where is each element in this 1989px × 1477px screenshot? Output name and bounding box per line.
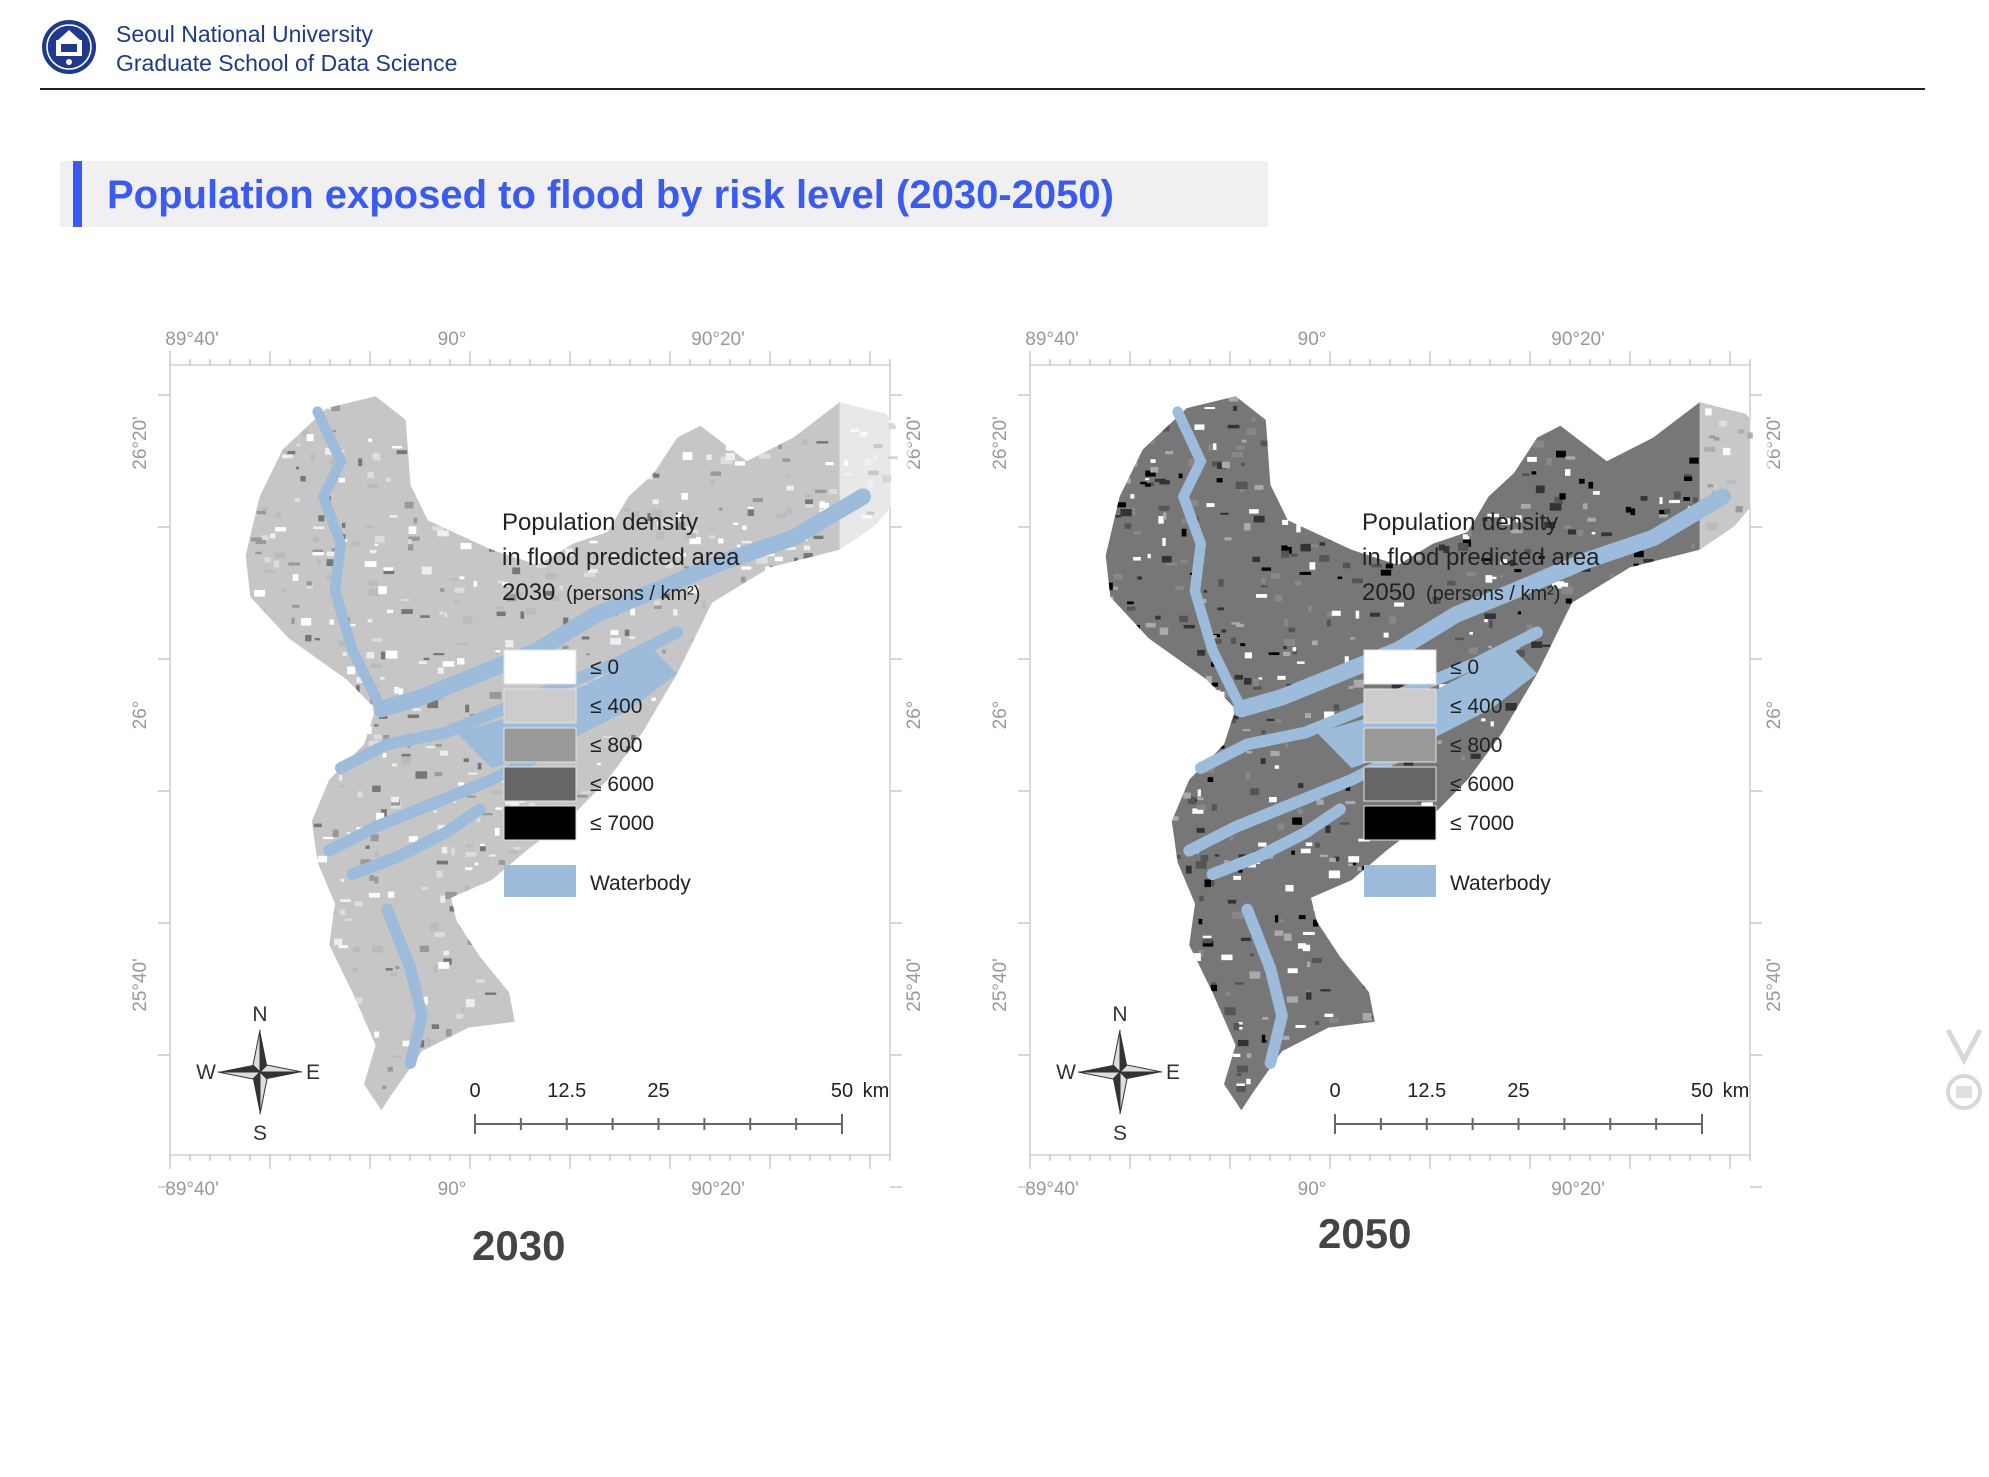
compass-w: W bbox=[196, 1061, 216, 1084]
map-panel-2030: 89°40' 89°40' 90° 90° 90°20' 90°20' 26°20' 26°2… bbox=[130, 315, 950, 1215]
bottom-tick-label: 90°20' bbox=[691, 1179, 745, 1200]
bottom-tick-label: 89°40' bbox=[1025, 1179, 1079, 1200]
scale-unit: km bbox=[863, 1080, 890, 1102]
university-logo-icon bbox=[42, 20, 96, 74]
header: Seoul National University Graduate Schoo… bbox=[40, 16, 1925, 90]
compass-e: E bbox=[1166, 1061, 1180, 1084]
legend-waterbody-label: Waterbody bbox=[590, 872, 691, 895]
legend-units: (persons / km²) bbox=[1426, 583, 1560, 605]
right-tick-label: 26°20' bbox=[904, 416, 925, 470]
top-tick-label: 90° bbox=[438, 329, 467, 350]
bottom-tick-label: 90°20' bbox=[1551, 1179, 1605, 1200]
left-tick-label: 25°40' bbox=[990, 958, 1011, 1012]
legend-class-label: ≤ 0 bbox=[590, 656, 619, 679]
institution-name: Seoul National University Graduate Schoo… bbox=[116, 20, 457, 78]
legend-title-line2: in flood predicted area bbox=[1362, 544, 1600, 571]
legend-year: 2030 bbox=[502, 579, 555, 606]
compass-n: N bbox=[252, 1003, 267, 1026]
header-divider bbox=[40, 88, 1925, 90]
legend-swatch bbox=[1363, 766, 1437, 802]
bottom-tick-label: 90° bbox=[438, 1179, 467, 1200]
legend-swatch bbox=[1363, 649, 1437, 685]
legend-swatch bbox=[503, 805, 577, 841]
scale-label: 50 bbox=[1691, 1080, 1713, 1102]
legend-swatch bbox=[1363, 688, 1437, 724]
slide-title: Population exposed to flood by risk leve… bbox=[107, 173, 1114, 217]
bottom-tick-label: 89°40' bbox=[165, 1179, 219, 1200]
scale-label: 12.5 bbox=[1407, 1080, 1446, 1102]
top-tick-label: 89°40' bbox=[1025, 329, 1079, 350]
legend-swatch bbox=[1363, 727, 1437, 763]
legend-swatch bbox=[1363, 805, 1437, 841]
legend-waterbody-swatch bbox=[504, 865, 576, 897]
legend-swatch bbox=[503, 727, 577, 763]
scale-unit: km bbox=[1723, 1080, 1750, 1102]
compass-w: W bbox=[1056, 1061, 1076, 1084]
legend-class-label: ≤ 7000 bbox=[1450, 812, 1514, 835]
top-tick-label: 90° bbox=[1298, 329, 1327, 350]
left-tick-label: 25°40' bbox=[130, 958, 151, 1012]
legend-class-label: ≤ 400 bbox=[590, 695, 642, 718]
legend-title-line1: Population density bbox=[1362, 509, 1558, 536]
university-name: Seoul National University bbox=[116, 21, 373, 47]
top-tick-label: 90°20' bbox=[1551, 329, 1605, 350]
compass-e: E bbox=[306, 1061, 320, 1084]
school-name: Graduate School of Data Science bbox=[116, 50, 458, 76]
slide-title-box: Population exposed to flood by risk leve… bbox=[60, 161, 1268, 227]
legend-class-label: ≤ 0 bbox=[1450, 656, 1479, 679]
legend-class-label: ≤ 7000 bbox=[590, 812, 654, 835]
legend-title-line1: Population density bbox=[502, 509, 698, 536]
legend-units: (persons / km²) bbox=[566, 583, 700, 605]
legend-class-label: ≤ 400 bbox=[1450, 695, 1502, 718]
scale-label: 0 bbox=[469, 1080, 480, 1102]
flood-map-2030: 89°40'89°40'90°90°90°20'90°20'26°20' 26°2… bbox=[130, 329, 925, 1200]
legend-class-label: ≤ 800 bbox=[590, 734, 642, 757]
compass-rose-icon bbox=[217, 1029, 303, 1115]
legend-swatch bbox=[503, 649, 577, 685]
scale-label: 50 bbox=[831, 1080, 853, 1102]
legend-class-label: ≤ 800 bbox=[1450, 734, 1502, 757]
scale-label: 25 bbox=[1507, 1080, 1529, 1102]
compass-rose-icon bbox=[1077, 1029, 1163, 1115]
legend-year: 2050 bbox=[1362, 579, 1415, 606]
bottom-tick-label: 90° bbox=[1298, 1179, 1327, 1200]
scale-label: 12.5 bbox=[547, 1080, 586, 1102]
compass-s: S bbox=[1113, 1122, 1127, 1145]
map-caption-2030: 2030 bbox=[472, 1222, 566, 1269]
right-tick-label: 26° bbox=[1764, 701, 1785, 730]
right-tick-label: 26°20' bbox=[1764, 416, 1785, 470]
scale-bar bbox=[1334, 1114, 1703, 1134]
scale-label: 0 bbox=[1329, 1080, 1340, 1102]
scale-bar bbox=[474, 1114, 843, 1134]
left-tick-label: 26°20' bbox=[130, 416, 151, 470]
watermark-icon bbox=[1945, 1028, 1983, 1110]
legend-swatch bbox=[503, 688, 577, 724]
top-tick-label: 90°20' bbox=[691, 329, 745, 350]
legend-class-label: ≤ 6000 bbox=[590, 773, 654, 796]
graticule-ticks bbox=[158, 351, 902, 1188]
legend-class-label: ≤ 6000 bbox=[1450, 773, 1514, 796]
right-tick-label: 25°40' bbox=[1764, 958, 1785, 1012]
map-panel-2050: 89°40' 89°40' 90° 90° 90°20' 90°20' 26°20' 26°2… bbox=[990, 315, 1810, 1215]
legend-swatch bbox=[503, 766, 577, 802]
left-tick-label: 26° bbox=[130, 701, 151, 730]
legend-waterbody-swatch bbox=[1364, 865, 1436, 897]
scale-label: 25 bbox=[647, 1080, 669, 1102]
map-caption-2050: 2050 bbox=[1318, 1210, 1412, 1257]
right-tick-label: 26° bbox=[904, 701, 925, 730]
compass-n: N bbox=[1112, 1003, 1127, 1026]
title-accent-bar bbox=[73, 161, 82, 227]
top-tick-label: 89°40' bbox=[165, 329, 219, 350]
left-tick-label: 26° bbox=[990, 701, 1011, 730]
right-tick-label: 25°40' bbox=[904, 958, 925, 1012]
legend-title-line2: in flood predicted area bbox=[502, 544, 740, 571]
flood-map-2050: 89°40'89°40'90°90°90°20'90°20'26°20' 26°2… bbox=[990, 329, 1785, 1200]
compass-s: S bbox=[253, 1122, 267, 1145]
graticule-ticks bbox=[1018, 351, 1762, 1188]
left-tick-label: 26°20' bbox=[990, 416, 1011, 470]
legend-waterbody-label: Waterbody bbox=[1450, 872, 1551, 895]
